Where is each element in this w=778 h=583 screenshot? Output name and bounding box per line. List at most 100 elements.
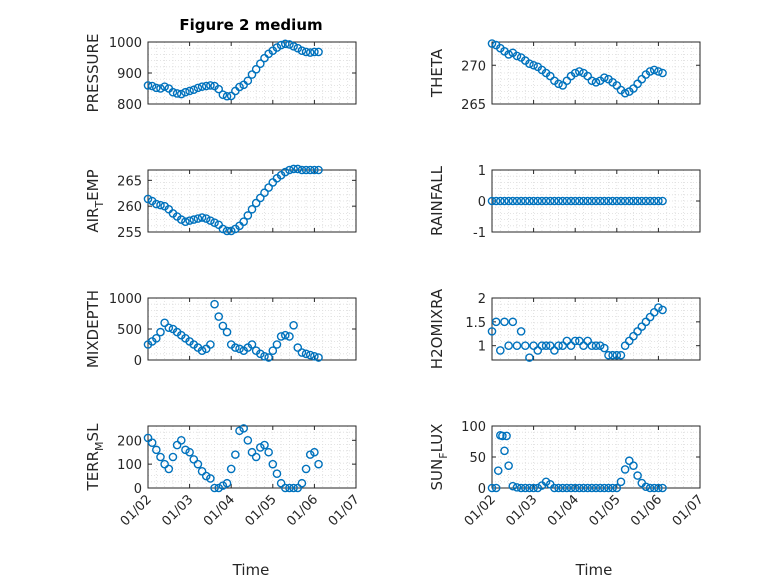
- y-axis-label: PRESSURE: [84, 34, 102, 113]
- data-point: [595, 483, 605, 493]
- data-point: [285, 40, 294, 49]
- data-point: [297, 46, 307, 55]
- data-point: [658, 305, 667, 315]
- data-point: [533, 196, 543, 206]
- data-point: [226, 91, 236, 101]
- x-tick-label: 01/05: [243, 492, 280, 529]
- data-point: [239, 217, 248, 226]
- data-point: [293, 483, 303, 493]
- data-point: [156, 200, 165, 210]
- x-tick-label: 01/03: [159, 492, 196, 529]
- data-point: [193, 83, 203, 93]
- data-point: [280, 330, 290, 340]
- data-point: [616, 196, 626, 206]
- y-tick-label: 50: [469, 451, 486, 466]
- axes-box: [147, 297, 357, 361]
- subplot-rainfall: -1 0 1 RAINFALL: [428, 164, 701, 241]
- data-point: [579, 483, 588, 493]
- data-point: [206, 216, 215, 225]
- data-point: [260, 351, 269, 361]
- y-tick-label: 1000: [109, 292, 142, 307]
- data-point: [206, 474, 215, 483]
- data-point: [550, 346, 559, 355]
- subplot-h2omixra: 1 1.5 2 H2OMIXRA: [428, 288, 701, 369]
- data-point: [516, 483, 526, 493]
- data-point: [239, 424, 248, 433]
- data-point: [591, 78, 601, 87]
- data-point: [210, 218, 219, 227]
- data-point: [276, 478, 286, 488]
- axes-box: [147, 425, 357, 489]
- data-point: [251, 452, 261, 462]
- y-tick-label: 0: [134, 354, 142, 369]
- data-point: [637, 196, 647, 206]
- data-point: [541, 477, 551, 487]
- y-axis-label: RAINFALL: [428, 165, 446, 236]
- data-point: [516, 327, 526, 336]
- data-series: [487, 39, 667, 98]
- data-point: [272, 43, 282, 52]
- data-point: [247, 204, 257, 214]
- data-point: [600, 343, 609, 353]
- data-point: [529, 196, 538, 206]
- y-tick-label: 1: [478, 164, 486, 179]
- data-point: [164, 464, 174, 474]
- data-series: [143, 39, 323, 101]
- y-tick-label: 260: [117, 200, 142, 215]
- data-point: [210, 483, 219, 493]
- data-point: [554, 196, 563, 206]
- data-point: [520, 196, 530, 206]
- data-point: [226, 226, 236, 236]
- data-point: [491, 317, 501, 327]
- data-point: [247, 447, 257, 457]
- data-point: [558, 196, 568, 206]
- data-point: [268, 459, 278, 469]
- data-point: [570, 196, 580, 206]
- subplot-sun-flux: 0 50 100 01/02 01/03 01/04 01/05 01/06 01/07 SUNF…: [428, 420, 707, 529]
- data-point: [508, 196, 518, 206]
- data-point: [310, 447, 319, 457]
- data-point: [620, 341, 630, 350]
- x-tick-label: 01/02: [118, 492, 155, 529]
- x-axis-label-left: Time: [232, 561, 270, 579]
- data-point: [168, 87, 178, 97]
- data-point: [558, 483, 568, 493]
- data-point: [508, 317, 518, 327]
- y-tick-label: 800: [117, 98, 142, 113]
- x-tick-label: 01/03: [503, 492, 540, 529]
- y-tick-label: 500: [117, 323, 142, 338]
- data-point: [502, 431, 511, 441]
- data-point: [493, 466, 503, 475]
- data-point: [231, 86, 240, 96]
- data-point: [189, 215, 199, 224]
- data-point: [637, 322, 647, 331]
- y-tick-label: 255: [117, 226, 142, 241]
- data-series: [143, 299, 323, 362]
- data-point: [152, 445, 161, 455]
- data-point: [314, 165, 323, 175]
- x-tick-label: 01/04: [545, 492, 582, 529]
- data-point: [260, 440, 269, 450]
- data-point: [550, 196, 559, 206]
- data-point: [508, 481, 518, 491]
- data-point: [264, 183, 273, 192]
- data-point: [176, 215, 186, 224]
- data-point: [147, 438, 157, 447]
- data-point: [289, 483, 298, 493]
- y-tick-label: 1.5: [465, 316, 486, 331]
- data-point: [310, 351, 319, 361]
- data-point: [214, 84, 224, 94]
- data-point: [649, 196, 659, 206]
- data-point: [491, 483, 501, 493]
- data-point: [197, 467, 207, 476]
- data-point: [550, 483, 559, 493]
- data-point: [222, 91, 232, 101]
- axes-box: [491, 297, 701, 361]
- x-tick-label: 01/02: [462, 492, 499, 529]
- y-axis-label: AIRTEMP: [84, 169, 106, 232]
- y-tick-label: 0: [134, 482, 142, 497]
- data-point: [649, 308, 659, 317]
- data-point: [297, 165, 307, 175]
- data-point: [620, 465, 630, 474]
